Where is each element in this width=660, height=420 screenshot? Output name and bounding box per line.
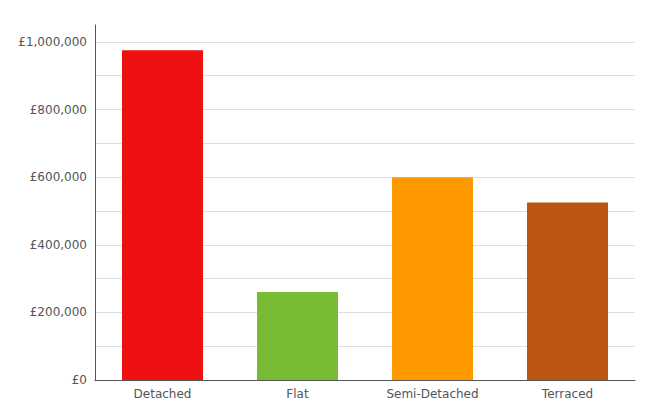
svg-text:£600,000: £600,000: [30, 170, 87, 184]
svg-text:£0: £0: [72, 373, 87, 387]
svg-text:Semi-Detached: Semi-Detached: [386, 387, 478, 401]
svg-text:£400,000: £400,000: [30, 238, 87, 252]
svg-text:Detached: Detached: [134, 387, 192, 401]
svg-text:£200,000: £200,000: [30, 305, 87, 319]
svg-text:Terraced: Terraced: [541, 387, 593, 401]
svg-text:£1,000,000: £1,000,000: [18, 35, 87, 49]
svg-text:Flat: Flat: [286, 387, 309, 401]
svg-text:£800,000: £800,000: [30, 103, 87, 117]
